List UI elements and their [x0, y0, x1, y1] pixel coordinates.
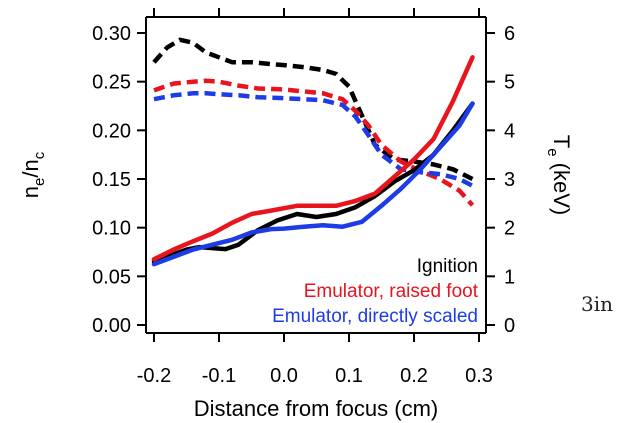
y-left-tick-label: 0.00	[92, 315, 131, 337]
y-right-tick-label: 4	[504, 120, 515, 142]
x-tick-label: 0.0	[270, 365, 298, 387]
legend-entry-directly-scaled: Emulator, directly scaled	[272, 306, 478, 327]
x-axis-label: Distance from focus (cm)	[194, 396, 439, 421]
x-tick-label: 0.1	[335, 365, 363, 387]
x-tick-label: 0.3	[465, 365, 493, 387]
y-left-tick-label: 0.05	[92, 266, 131, 288]
left-axis-label: ne/nc	[18, 151, 48, 198]
y-right-tick-label: 6	[504, 23, 515, 45]
y-right-tick-label: 0	[504, 315, 515, 337]
x-tick-label: -0.2	[137, 365, 171, 387]
svg-text:ne/nc: ne/nc	[18, 151, 48, 198]
plot-frame	[145, 16, 487, 334]
right-axis-label: Te (keV)	[544, 135, 574, 215]
series-line-ignition-density	[152, 37, 474, 182]
y-right-tick-label: 3	[504, 169, 515, 191]
series-line-emulator-directly-scaled-temperature	[151, 101, 475, 267]
y-right-tick-label: 5	[504, 72, 515, 94]
y-left-tick-label: 0.30	[92, 23, 131, 45]
plot-lines	[151, 37, 475, 267]
side-note: 3in	[581, 292, 614, 316]
y-left-tick-label: 0.10	[92, 218, 131, 240]
y-left-tick-label: 0.15	[92, 169, 131, 191]
legend-entry-ignition: Ignition	[417, 256, 478, 277]
legend: Ignition Emulator, raised foot Emulator,…	[272, 256, 479, 327]
ticks	[137, 8, 495, 342]
x-tick-label: 0.2	[400, 365, 428, 387]
x-tick-label: -0.1	[202, 365, 236, 387]
tick-labels: -0.2 -0.1 0.0 0.1 0.2 0.3 0.00 0.05 0.10 0.15 0.20…	[92, 23, 515, 387]
y-left-tick-label: 0.20	[92, 120, 131, 142]
legend-entry-raised-foot: Emulator, raised foot	[304, 281, 479, 302]
series-line-emulator-raised-foot-temperature	[151, 55, 475, 262]
y-right-tick-label: 1	[504, 266, 515, 288]
series-line-emulator-directly-scaled-density	[153, 91, 474, 188]
svg-text:Te (keV): Te (keV)	[544, 135, 574, 215]
y-left-tick-label: 0.25	[92, 72, 131, 94]
y-right-tick-label: 2	[504, 218, 515, 240]
